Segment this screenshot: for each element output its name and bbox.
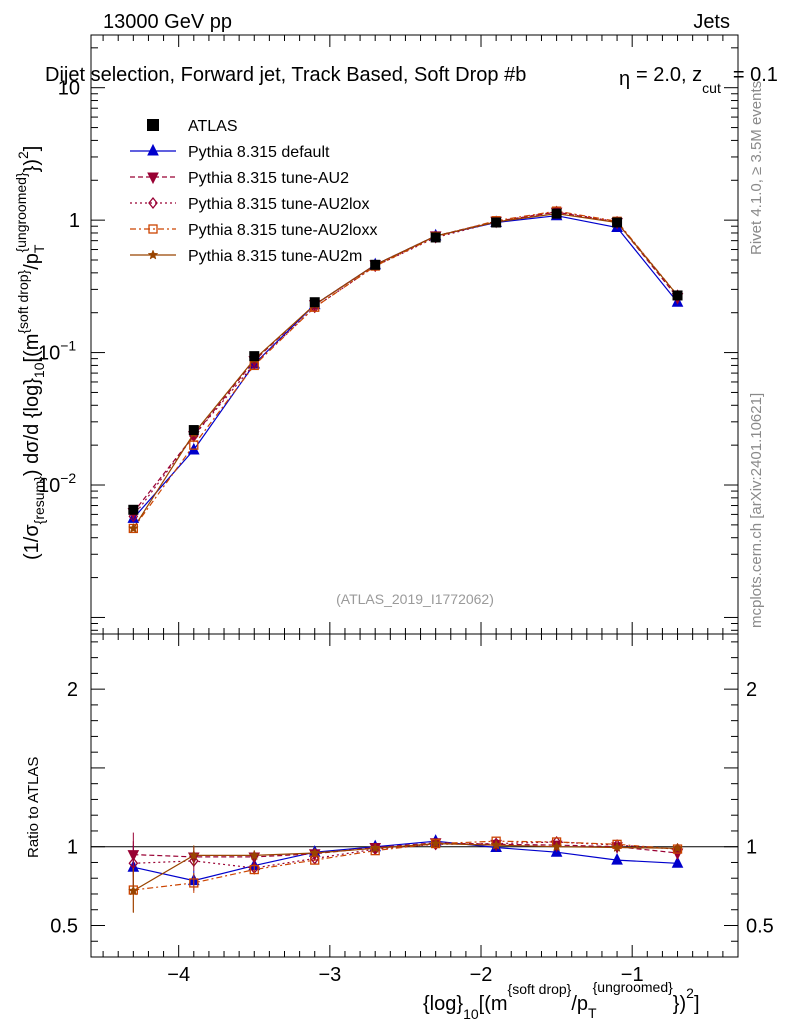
ratio-point-pythia-8-315-tune-au2m	[369, 842, 381, 853]
legend-marker	[147, 143, 159, 156]
atlas-data-point	[491, 217, 502, 228]
ratio-point-pythia-8-315-tune-au2m	[430, 837, 442, 849]
analysis-id-watermark: (ATLAS_2019_I1772062)	[336, 591, 494, 607]
ratio-y-axis-label: Ratio to ATLAS	[25, 757, 42, 858]
main-point-pythia-8-315-tune-au2m	[127, 522, 139, 534]
ratio-point-pythia-8-315-tune-au2m	[551, 841, 563, 852]
collision-energy-label: 13000 GeV pp	[103, 11, 232, 33]
legend-label: Pythia 8.315 tune-AU2	[188, 170, 349, 187]
y-main-tick-label: 10−1	[38, 338, 76, 365]
rivet-version-label: Rivet 4.1.0, ≥ 3.5M events	[748, 81, 765, 255]
main-curve-pythia-8-315-tune-au2m	[132, 212, 678, 529]
y-ratio-tick-label-right: 2	[746, 679, 757, 701]
legend-label: Pythia 8.315 tune-AU2m	[188, 248, 362, 265]
plot-title-suffix: = 2.0, zcut= 0.1	[636, 64, 778, 96]
ratio-point-pythia-8-315-tune-au2m	[309, 847, 321, 858]
atlas-data-point	[249, 351, 260, 362]
legend-label: Pythia 8.315 default	[188, 144, 330, 161]
legend-label: Pythia 8.315 tune-AU2loxx	[188, 222, 377, 239]
plot-title: Dijet selection, Forward jet, Track Base…	[45, 64, 526, 86]
legend-marker	[147, 172, 159, 185]
legend-marker	[148, 196, 158, 210]
ratio-point-pythia-8-315-tune-au2m	[490, 839, 502, 850]
atlas-data-point	[551, 208, 562, 219]
x-tick-label: −4	[167, 964, 190, 986]
ratio-curve-pythia-8-315-default	[133, 840, 678, 882]
main-point-pythia-8-315-tune-au2loxx	[189, 440, 199, 450]
eta-glyph: η	[619, 68, 630, 90]
y-main-tick-label: 10	[58, 78, 80, 100]
atlas-data-point	[309, 297, 320, 308]
atlas-data-point	[612, 217, 623, 228]
legend-marker	[147, 119, 159, 131]
ratio-point-pythia-8-315-default	[671, 856, 684, 868]
ratio-point-pythia-8-315-tune-au2m	[672, 842, 683, 853]
x-tick-label: −1	[621, 964, 644, 986]
main-curve-pythia-8-315-tune-au2lox	[132, 210, 678, 517]
y-ratio-tick-label-left: 2	[67, 679, 78, 701]
y-ratio-tick-label-left: 1	[67, 837, 78, 859]
legend-marker	[147, 249, 159, 260]
main-curve-pythia-8-315-tune-au2loxx	[132, 210, 678, 529]
main-curve-pythia-8-315-tune-au2	[132, 211, 678, 513]
atlas-data-point	[128, 504, 139, 515]
y-ratio-tick-label-left: 0.5	[50, 915, 78, 937]
atlas-data-point	[430, 232, 441, 243]
ratio-panel-frame	[90, 633, 739, 958]
y-ratio-tick-label-right: 1	[746, 837, 757, 859]
x-tick-label: −3	[318, 964, 341, 986]
y-main-tick-label: 10−2	[38, 470, 76, 497]
ratio-curve-pythia-8-315-tune-au2loxx	[133, 840, 678, 891]
legend-label: ATLAS	[188, 118, 238, 135]
legend-marker	[148, 224, 158, 234]
y-main-tick-label: 1	[69, 210, 80, 232]
legend-label: Pythia 8.315 tune-AU2lox	[188, 196, 369, 213]
atlas-data-point	[370, 259, 381, 270]
ratio-curve-pythia-8-315-tune-au2m	[132, 842, 678, 892]
x-axis-label: {log}10[(m{soft drop}/pT{ungroomed}})2]	[423, 979, 700, 1022]
ratio-point-pythia-8-315-tune-au2loxx	[310, 855, 320, 865]
jets-label: Jets	[693, 11, 730, 33]
ratio-curve-pythia-8-315-tune-au2	[133, 842, 678, 858]
mcplots-label: mcplots.cern.ch [arXiv:2401.10621]	[748, 393, 765, 628]
ratio-point-pythia-8-315-tune-au2lox	[612, 839, 622, 852]
ratio-point-pythia-8-315-default	[611, 852, 623, 865]
ratio-point-pythia-8-315-tune-au2lox	[491, 837, 501, 850]
atlas-data-point	[188, 425, 199, 436]
ratio-point-pythia-8-315-tune-au2m	[611, 841, 623, 853]
y-ratio-tick-label-right: 0.5	[746, 915, 774, 937]
atlas-data-point	[672, 290, 683, 301]
main-y-axis-label: (1/σ{resum}) dσ/d {log}10[(m{soft drop}/…	[13, 146, 47, 560]
x-tick-label: −2	[470, 964, 493, 986]
